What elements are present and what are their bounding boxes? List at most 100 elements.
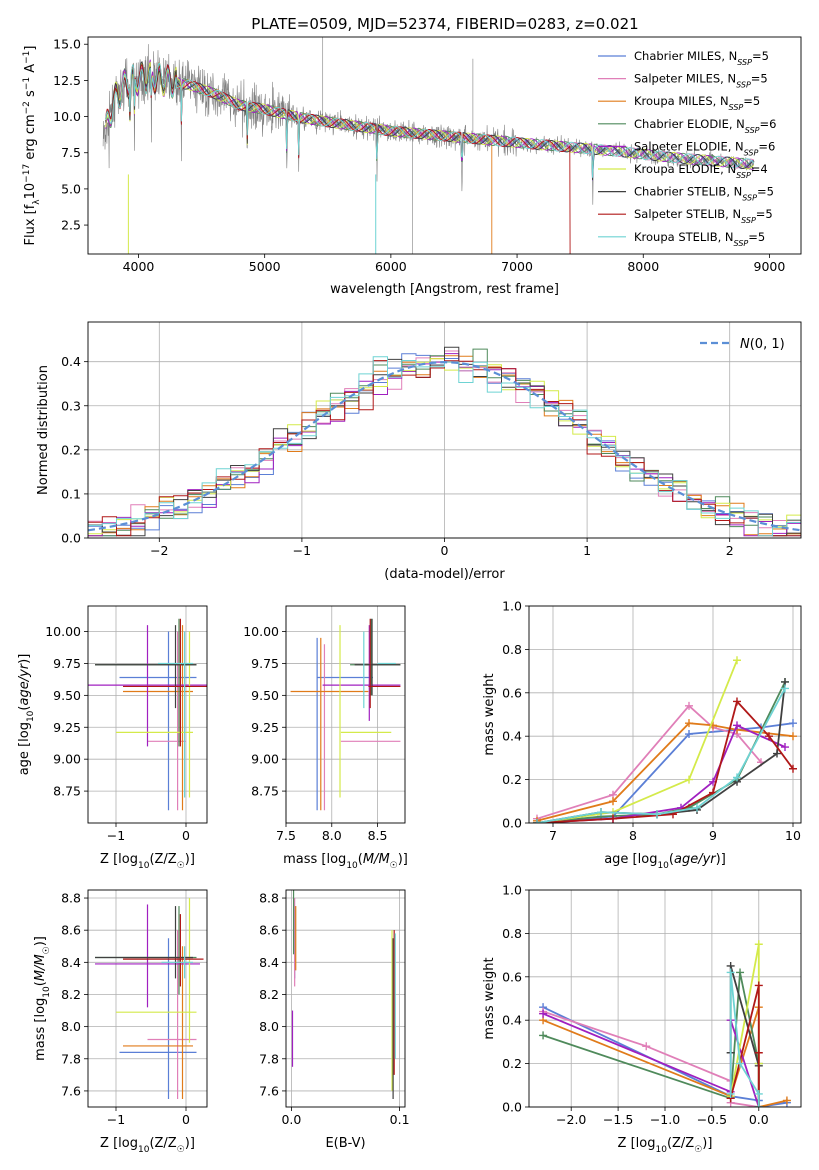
y-tick-label: 15.0 <box>53 37 81 52</box>
x-tick-label: 10 <box>785 828 801 843</box>
residual-histograms <box>88 346 801 537</box>
plot-frame <box>528 605 802 824</box>
plot-frame <box>528 889 802 1108</box>
weight_vs_age-axes: 7 8 9 10 0.0 0.2 0.4 0.6 0.8 1.0 <box>502 599 801 843</box>
weight-point-marker <box>609 797 617 806</box>
x-tick-label: 9000 <box>754 259 786 274</box>
spectrum-plot <box>102 37 755 254</box>
y-axis-label: Normed distribution <box>36 365 51 495</box>
y-tick-label: 0.6 <box>502 685 522 700</box>
y-tick-label: 0.4 <box>61 354 81 369</box>
y-tick-label: 8.8 <box>259 891 279 906</box>
weight-point-marker <box>754 1048 763 1057</box>
legend-label: Kroupa STELIB, NSSP=5 <box>634 230 765 248</box>
y-tick-label: 0.3 <box>61 398 81 413</box>
x-tick-label: 0 <box>441 543 449 558</box>
y-tick-label: 0.8 <box>502 642 522 657</box>
x-axis-label: Z [log10(Z/Z☉)] <box>100 1136 195 1155</box>
x-tick-label: 8000 <box>627 259 659 274</box>
legend-label: Kroupa MILES, NSSP=5 <box>634 94 760 112</box>
x-axis-label: mass [log10(M/M☉)] <box>283 852 408 871</box>
y-axis-label: age [log10(age/yr)] <box>17 654 36 776</box>
y-tick-label: 8.2 <box>61 987 81 1002</box>
weight-point-marker <box>533 819 541 823</box>
x-tick-label: −2 <box>150 543 168 558</box>
x-tick-label: 7000 <box>501 259 533 274</box>
legend-label: Salpeter STELIB, NSSP=5 <box>634 207 773 225</box>
weight-point-marker <box>685 775 693 784</box>
y-tick-label: 8.8 <box>61 891 81 906</box>
plot-frame <box>87 605 208 824</box>
y-tick-label: 0.1 <box>61 486 81 501</box>
weight-point-marker <box>685 719 693 728</box>
gaussian-curve <box>88 360 801 532</box>
weight-point-marker <box>789 719 797 728</box>
weight-point-marker <box>653 810 661 819</box>
weight-point-marker <box>754 1089 763 1098</box>
weight-point-marker <box>539 1009 548 1018</box>
legend-label: Chabrier ELODIE, NSSP=6 <box>634 117 776 135</box>
residual-histogram <box>88 356 801 537</box>
x-tick-label: 8.0 <box>322 828 342 843</box>
y-tick-label: 8.75 <box>53 784 81 799</box>
legend-label: Chabrier MILES, NSSP=5 <box>634 49 769 67</box>
y-tick-label: 9.25 <box>53 720 81 735</box>
x-tick-label: 0.0 <box>749 1112 769 1127</box>
y-tick-label: 8.6 <box>259 923 279 938</box>
y-tick-label: 8.4 <box>259 955 279 970</box>
plot-frame <box>285 605 406 824</box>
y-tick-label: 8.2 <box>259 987 279 1002</box>
y-tick-label: 9.25 <box>251 720 279 735</box>
weight-point-marker <box>609 814 617 823</box>
age_vs_mass-errorbars <box>290 618 401 811</box>
legend-label: Kroupa ELODIE, NSSP=4 <box>634 162 768 180</box>
y-tick-label: 10.0 <box>53 109 81 124</box>
y-tick-label: 8.4 <box>61 955 81 970</box>
weight-point-marker <box>685 730 693 739</box>
weight-point-marker <box>726 1089 735 1098</box>
legend-label: Chabrier STELIB, NSSP=5 <box>634 185 774 203</box>
x-tick-label: −1.0 <box>650 1112 680 1127</box>
x-tick-label: 7 <box>549 828 557 843</box>
weight-point-marker <box>781 743 789 752</box>
weight-series-line <box>536 659 738 823</box>
weight-point-marker <box>781 684 789 693</box>
weight-point-marker <box>642 1042 651 1051</box>
x-tick-label: 4000 <box>123 259 155 274</box>
x-tick-label: 5000 <box>249 259 281 274</box>
y-tick-label: 8.0 <box>259 1019 279 1034</box>
x-tick-label: −0.5 <box>697 1112 727 1127</box>
mass_vs_EBV-errorbars <box>291 890 396 1099</box>
legend-label: Salpeter MILES, NSSP=5 <box>634 72 768 90</box>
model-spectrum <box>105 59 754 172</box>
y-tick-label: 10.00 <box>45 624 81 639</box>
y-tick-label: 8.0 <box>61 1019 81 1034</box>
x-axis-label: wavelength [Angstrom, rest frame] <box>330 282 559 297</box>
x-tick-label: 2 <box>726 543 734 558</box>
x-tick-label: −1 <box>293 543 311 558</box>
weight-point-marker <box>773 749 781 758</box>
y-tick-label: 9.00 <box>251 752 279 767</box>
residual-legend: N(0, 1) <box>700 337 785 352</box>
y-tick-label: 7.8 <box>259 1051 279 1066</box>
y-tick-label: 0.6 <box>502 969 522 984</box>
y-axis-label: mass [log10(M/M☉)] <box>33 936 52 1061</box>
y-tick-label: 9.75 <box>251 656 279 671</box>
x-tick-label: 0 <box>182 1112 190 1127</box>
weight-point-marker <box>733 721 741 730</box>
x-tick-label: 7.5 <box>276 828 296 843</box>
figure-title: PLATE=0509, MJD=52374, FIBERID=0283, z=0… <box>251 15 638 33</box>
y-tick-label: 7.5 <box>61 145 81 160</box>
x-tick-label: 8.5 <box>368 828 388 843</box>
weight-point-marker <box>726 968 735 977</box>
y-tick-label: 8.6 <box>61 923 81 938</box>
y-tick-label: 9.50 <box>53 688 81 703</box>
weight-point-marker <box>693 803 701 812</box>
y-tick-label: 0.0 <box>502 1100 522 1115</box>
y-tick-label: 1.0 <box>502 883 522 898</box>
y-axis-label: Flux [fλ10−17 erg cm−2 s−1 A−1] <box>22 46 42 246</box>
age_vs_Z-errorbars <box>88 618 207 811</box>
weight_vs_age-lines <box>533 656 797 823</box>
x-tick-label: 8 <box>629 828 637 843</box>
